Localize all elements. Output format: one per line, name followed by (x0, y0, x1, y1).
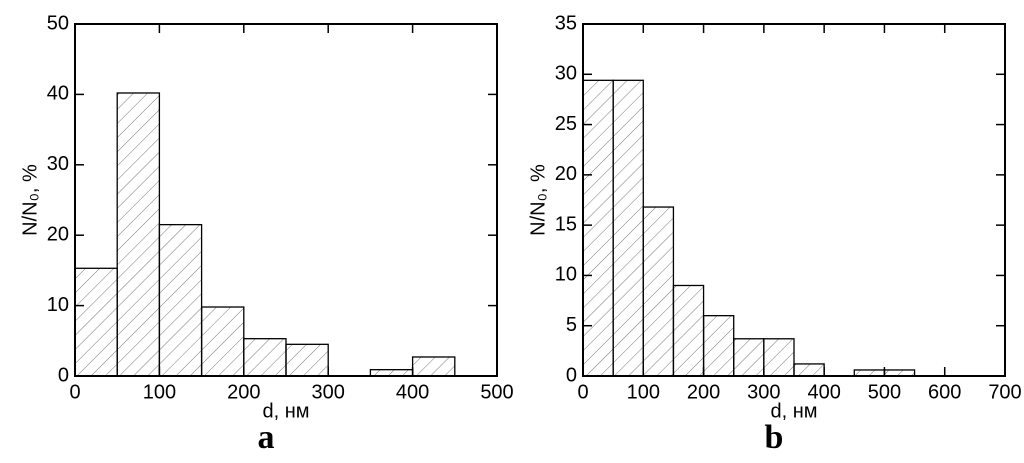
bar (285, 343, 329, 377)
bar (672, 284, 705, 377)
bar (702, 315, 735, 377)
bar (200, 306, 245, 377)
x-tick-label: 100 (143, 381, 176, 403)
y-tick-label: 15 (555, 213, 577, 235)
bar (612, 79, 644, 377)
y-tick-label: 30 (555, 63, 577, 85)
x-tick-label: 300 (747, 381, 780, 403)
y-tick-label: 35 (555, 12, 577, 34)
x-tick-label: 600 (928, 381, 961, 403)
y-tick-label: 40 (47, 83, 69, 105)
x-tick-label: 200 (227, 381, 260, 403)
bar (74, 267, 118, 377)
bar (411, 356, 456, 377)
x-tick-label: 500 (480, 381, 513, 403)
y-tick-label: 0 (58, 364, 69, 386)
x-tick-label: 100 (627, 381, 660, 403)
y-tick-label: 0 (566, 364, 577, 386)
bar (763, 338, 795, 377)
plot-frame (74, 23, 498, 377)
bar (158, 223, 203, 377)
bar (793, 363, 825, 377)
bar (116, 92, 161, 377)
x-tick-label: 400 (807, 381, 840, 403)
bar (642, 206, 675, 377)
y-tick-label: 30 (47, 153, 69, 175)
y-tick-label: 10 (47, 294, 69, 316)
bar (582, 79, 614, 377)
x-axis-label: d, нм (262, 400, 309, 422)
x-tick-label: 400 (396, 381, 429, 403)
panel-label: b (765, 419, 784, 456)
bar (243, 338, 287, 377)
y-tick-label: 5 (566, 314, 577, 336)
y-tick-label: 20 (555, 163, 577, 185)
y-tick-label: 50 (47, 12, 69, 34)
x-tick-label: 700 (988, 381, 1021, 403)
y-tick-label: 10 (555, 264, 577, 286)
y-axis-label: N/N₀, % (527, 164, 549, 236)
x-tick-label: 0 (69, 381, 80, 403)
y-tick-label: 25 (555, 113, 577, 135)
x-axis-label: d, нм (770, 400, 817, 422)
x-tick-label: 200 (687, 381, 720, 403)
y-tick-label: 20 (47, 223, 69, 245)
bar (733, 338, 765, 377)
x-tick-label: 300 (312, 381, 345, 403)
x-tick-label: 500 (868, 381, 901, 403)
x-tick-label: 0 (577, 381, 588, 403)
y-axis-label: N/N₀, % (19, 164, 41, 236)
panel-label: a (258, 419, 275, 456)
plot-frame (582, 23, 1006, 377)
